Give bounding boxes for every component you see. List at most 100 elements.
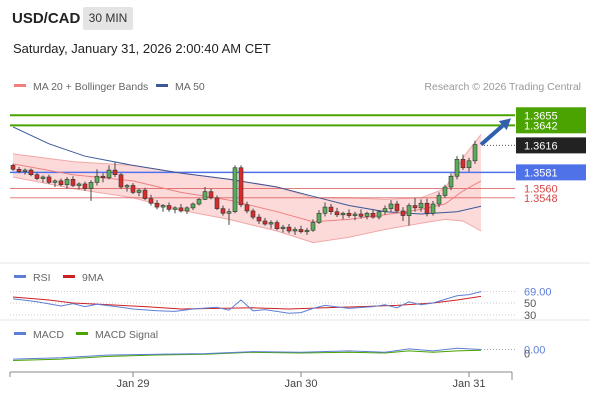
candle-body bbox=[316, 212, 322, 223]
candle-body bbox=[394, 203, 400, 212]
candle-body bbox=[172, 207, 178, 210]
candle-body bbox=[226, 211, 232, 214]
candle-body bbox=[412, 205, 418, 209]
target-level-label: 1.3655 bbox=[524, 110, 558, 122]
candle-body bbox=[136, 189, 142, 193]
candle-body bbox=[46, 176, 52, 183]
candle-body bbox=[382, 208, 388, 213]
macd-level-label: 0 bbox=[524, 349, 530, 361]
legend-swatch bbox=[14, 332, 26, 335]
ma50-line bbox=[12, 126, 482, 215]
candle-body bbox=[466, 160, 472, 169]
x-tick-label: Jan 31 bbox=[452, 378, 485, 390]
candle-body bbox=[256, 216, 262, 222]
candle-body bbox=[154, 202, 160, 208]
legend-swatch bbox=[14, 275, 26, 278]
candle-body bbox=[28, 169, 34, 175]
candle-body bbox=[304, 229, 310, 233]
pivot-level-tag bbox=[516, 164, 586, 181]
candle-body bbox=[274, 222, 280, 229]
candle-body bbox=[232, 167, 238, 213]
candle-body bbox=[244, 204, 250, 212]
symbol-title: USD/CAD bbox=[12, 10, 81, 27]
candle-body bbox=[10, 165, 16, 170]
candle-body bbox=[184, 207, 190, 212]
candle-body bbox=[16, 168, 22, 172]
support-level-label: 1.3560 bbox=[524, 184, 558, 196]
candle-body bbox=[418, 202, 424, 209]
candle-body bbox=[106, 169, 112, 179]
candle-body bbox=[334, 211, 340, 216]
legend-swatch bbox=[63, 275, 75, 278]
candle-body bbox=[400, 210, 406, 216]
legend-label: MACD Signal bbox=[95, 329, 158, 341]
candle-body bbox=[208, 191, 214, 199]
candle-body bbox=[70, 179, 76, 186]
candle-body bbox=[346, 212, 352, 216]
candle-body bbox=[52, 180, 58, 183]
rsi-line bbox=[12, 291, 482, 314]
source-credit: Research © 2026 Trading Central bbox=[424, 81, 581, 93]
candle-body bbox=[352, 213, 358, 216]
candle-body bbox=[148, 198, 154, 204]
candle-body bbox=[250, 210, 256, 218]
rsi-level-label: 69.00 bbox=[524, 287, 552, 299]
candle-body bbox=[328, 206, 334, 213]
candle-body bbox=[442, 186, 448, 196]
candle-body bbox=[178, 207, 184, 212]
timeframe-button[interactable]: 30 MIN bbox=[83, 7, 133, 30]
candle-body bbox=[388, 203, 394, 209]
candle-body bbox=[58, 180, 64, 186]
candle-body bbox=[340, 212, 346, 216]
candle-body bbox=[262, 220, 268, 225]
candle-body bbox=[454, 158, 460, 177]
candle-body bbox=[94, 175, 100, 183]
chart-datetime: Saturday, January 31, 2026 2:00:40 AM CE… bbox=[13, 41, 271, 56]
pivot-level-label: 1.3581 bbox=[524, 167, 558, 179]
candle-body bbox=[460, 158, 466, 169]
legend-swatch bbox=[76, 332, 88, 335]
legend-label: RSI bbox=[33, 272, 51, 284]
candle-body bbox=[82, 183, 88, 189]
candle-body bbox=[100, 175, 106, 179]
x-tick-label: Jan 30 bbox=[284, 378, 317, 390]
candle-body bbox=[436, 195, 442, 205]
candle-body bbox=[22, 169, 28, 172]
legend-label: MA 50 bbox=[175, 81, 205, 93]
candle-body bbox=[364, 212, 370, 217]
x-tick-label: Jan 29 bbox=[116, 378, 149, 390]
candle-body bbox=[190, 203, 196, 209]
candle-body bbox=[268, 222, 274, 225]
candle-body bbox=[310, 222, 316, 231]
candle-body bbox=[118, 174, 124, 188]
candle-body bbox=[196, 199, 202, 205]
rsi-level-label: 30 bbox=[524, 310, 536, 322]
forecast-arrow bbox=[479, 124, 505, 147]
target-level-tag bbox=[516, 107, 586, 134]
candle-body bbox=[424, 202, 430, 214]
last-price-tag bbox=[516, 137, 586, 154]
candle-body bbox=[406, 205, 412, 216]
candle-body bbox=[430, 203, 436, 214]
candle-body bbox=[166, 205, 172, 210]
candle-body bbox=[142, 189, 148, 199]
candle-body bbox=[112, 169, 118, 175]
rsi-ma-line bbox=[12, 295, 482, 310]
candle-body bbox=[130, 185, 136, 193]
candle-body bbox=[160, 205, 166, 208]
macd-level-label: 0.00 bbox=[524, 345, 545, 357]
candle-body bbox=[376, 211, 382, 218]
candle-body bbox=[64, 179, 70, 186]
legend-swatch bbox=[156, 84, 168, 87]
candle-body bbox=[280, 226, 286, 229]
macd-line bbox=[12, 347, 482, 360]
candle-body bbox=[286, 226, 292, 232]
candle-body bbox=[40, 176, 46, 179]
last-price-label: 1.3616 bbox=[524, 140, 558, 152]
candle-body bbox=[370, 212, 376, 218]
legend-label: MACD bbox=[33, 329, 64, 341]
target-level-label: 1.3642 bbox=[524, 120, 558, 132]
candle-body bbox=[238, 167, 244, 206]
candle-body bbox=[448, 175, 454, 188]
